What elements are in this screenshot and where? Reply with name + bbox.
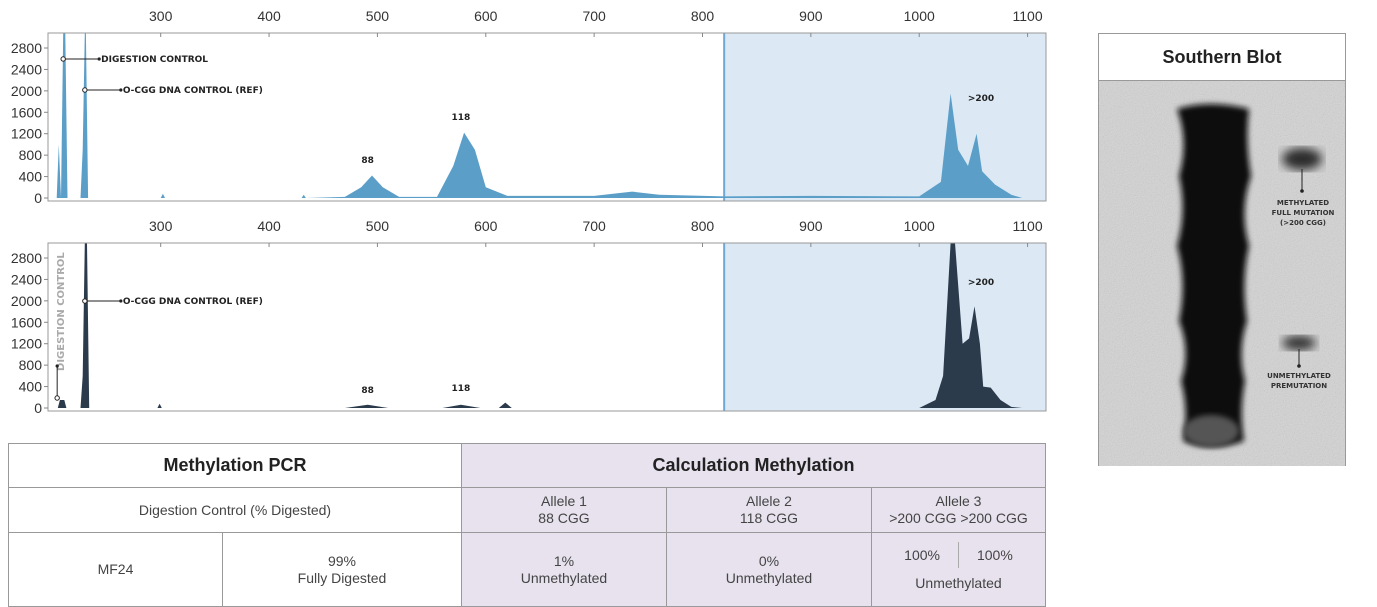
cell-line: 99% [328, 553, 356, 569]
chart: 300 400 500 600 700 800 900 1000 1100 0 400 800 1200… [11, 218, 1046, 416]
annotation: 118 [451, 384, 470, 394]
x-tick-label: 600 [474, 8, 498, 24]
annotation: 88 [361, 386, 374, 396]
blot-label: METHYLATED [1277, 199, 1329, 207]
x-tick-label: 700 [582, 218, 606, 234]
y-tick-label: 800 [19, 147, 43, 163]
cell: 0%Unmethylated [666, 533, 871, 607]
x-tick-label: 800 [691, 8, 715, 24]
y-tick-label: 400 [19, 169, 43, 185]
cell-line: 1% [554, 553, 574, 569]
y-tick-label: 1600 [11, 104, 42, 120]
highlight-region [724, 243, 1046, 411]
x-tick-label: 1100 [1013, 8, 1043, 24]
x-tick-label: 300 [149, 218, 173, 234]
y-tick-label: 400 [19, 379, 43, 395]
cell-line: 0% [759, 553, 779, 569]
annotation: >200 [968, 94, 994, 104]
cell: Allele 3>200 CGG >200 CGG [871, 488, 1045, 533]
cell-line: 118 CGG [740, 510, 798, 526]
cell-line: Unmethylated [521, 570, 607, 586]
y-tick-label: 2000 [11, 293, 42, 309]
page: 300 400 500 600 700 800 900 1000 1100 0 400 800 1200… [0, 0, 1377, 606]
annotation: O-CGG DNA CONTROL (REF) [123, 86, 263, 96]
cell-line: Fully Digested [298, 570, 387, 586]
y-tick-label: 1600 [11, 314, 42, 330]
blot-label: UNMETHYLATED [1267, 372, 1331, 380]
x-tick-label: 400 [257, 218, 281, 234]
x-tick-label: 600 [474, 218, 498, 234]
annotation: >200 [968, 278, 994, 288]
blot-lane-bottom [1183, 415, 1239, 447]
y-tick-label: 2000 [11, 83, 42, 99]
cell: 100%100% Unmethylated [871, 533, 1045, 607]
y-tick-label: 800 [19, 357, 43, 373]
cell-line: Allele 1 [541, 493, 587, 509]
results-table: Methylation PCR Calculation Methylation … [8, 443, 1046, 607]
x-tick-label: 1100 [1013, 218, 1043, 234]
y-tick-label: 2400 [11, 271, 42, 287]
y-tick-label: 0 [34, 400, 42, 416]
x-tick-label: 400 [257, 8, 281, 24]
annotation-dot [61, 57, 65, 61]
blot-label: FULL MUTATION [1272, 209, 1335, 217]
x-tick-label: 800 [691, 218, 715, 234]
cell-line: Allele 3 [936, 493, 982, 509]
cell-line: Allele 2 [746, 493, 792, 509]
cell: 99%Fully Digested [223, 533, 462, 607]
x-tick-label: 500 [366, 8, 390, 24]
y-tick-label: 2800 [11, 40, 42, 56]
annotation: O-CGG DNA CONTROL (REF) [123, 297, 263, 307]
cell: 1%Unmethylated [461, 533, 666, 607]
blot-label: PREMUTATION [1271, 382, 1327, 390]
annotation: DIGESTION CONTROL [56, 252, 67, 371]
cell-line: Unmethylated [915, 575, 1001, 591]
blot-image: METHYLATED FULL MUTATION (>200 CGG) UNME… [1099, 81, 1345, 466]
chart: 300 400 500 600 700 800 900 1000 1100 0 400 800 1200… [11, 8, 1046, 206]
southern-blot: Southern Blot METHYLATED FULL MUTATION (… [1098, 33, 1346, 466]
y-tick-label: 2400 [11, 61, 42, 77]
annotation-dot [83, 299, 87, 303]
table-header: Calculation Methylation [461, 444, 1045, 488]
blot-lane [1177, 104, 1251, 447]
blot-band [1282, 336, 1316, 350]
annotation: 88 [361, 156, 374, 166]
x-tick-label: 1000 [904, 8, 935, 24]
cell-line: 100% [886, 542, 959, 568]
x-tick-label: 1000 [904, 218, 935, 234]
cell: MF24 [9, 533, 223, 607]
cell-line: Unmethylated [726, 570, 812, 586]
y-tick-label: 2800 [11, 250, 42, 266]
x-tick-label: 900 [799, 8, 823, 24]
cell-line: >200 CGG >200 CGG [889, 510, 1028, 526]
blot-label: (>200 CGG) [1280, 219, 1326, 227]
annotation: DIGESTION CONTROL [101, 55, 208, 65]
y-tick-label: 1200 [11, 126, 42, 142]
x-tick-label: 700 [582, 8, 606, 24]
table-header: Methylation PCR [9, 444, 462, 488]
cell-line: 100% [959, 542, 1031, 568]
annotation-dot [55, 396, 59, 400]
annotation-dot [56, 364, 59, 367]
blot-band [1282, 148, 1322, 170]
x-tick-label: 900 [799, 218, 823, 234]
blot-leader-dot [1297, 364, 1301, 368]
x-tick-label: 300 [149, 8, 173, 24]
cell: Digestion Control (% Digested) [9, 488, 462, 533]
y-tick-label: 0 [34, 190, 42, 206]
blot-title: Southern Blot [1099, 34, 1345, 81]
charts: 300 400 500 600 700 800 900 1000 1100 0 400 800 1200… [0, 0, 1090, 430]
x-tick-label: 500 [366, 218, 390, 234]
cell-line: 88 CGG [538, 510, 589, 526]
highlight-region [724, 33, 1046, 201]
blot-leader-dot [1300, 189, 1304, 193]
annotation: 118 [451, 113, 470, 123]
annotation-dot [83, 88, 87, 92]
y-tick-label: 1200 [11, 336, 42, 352]
